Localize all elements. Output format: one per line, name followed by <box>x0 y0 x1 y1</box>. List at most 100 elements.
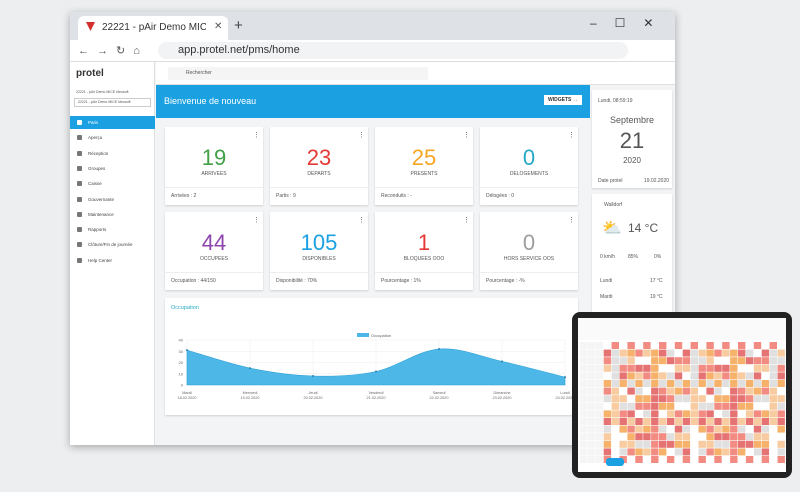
tablet-cell <box>643 395 651 403</box>
tablet-cell <box>769 372 777 380</box>
tile-menu[interactable]: ⋮ <box>568 217 575 224</box>
divider <box>165 272 263 273</box>
tablet-cell <box>587 402 596 410</box>
tablet-cell <box>698 418 706 425</box>
tile-menu[interactable]: ⋮ <box>253 132 260 139</box>
y-tick-label: 20 <box>179 360 184 365</box>
tablet-cell <box>698 448 706 456</box>
nav-icon <box>77 120 82 125</box>
nav-item[interactable]: Caisse <box>70 177 155 190</box>
tile-footer: Partis : 9 <box>276 193 296 199</box>
tablet-cell <box>730 349 738 357</box>
tablet-cell <box>659 395 667 403</box>
new-tab[interactable]: + <box>234 17 243 34</box>
tablet-cell <box>769 448 777 456</box>
tablet-button <box>606 458 624 466</box>
tablet-cell <box>666 440 675 448</box>
nav-item[interactable]: Maintenance <box>70 208 155 221</box>
tablet-cell <box>595 387 604 395</box>
tablet-cell <box>690 448 698 456</box>
tablet-cell <box>619 342 627 349</box>
tablet-cell <box>769 433 777 441</box>
tile-footer: Occupation : 44/150 <box>171 278 216 284</box>
tablet-cell <box>627 349 635 357</box>
nav-buttons[interactable]: ←→↻⌂ <box>78 45 148 57</box>
tile-menu[interactable]: ⋮ <box>358 132 365 139</box>
tablet-cell <box>619 357 627 365</box>
tablet-cell <box>698 387 706 395</box>
tile-menu[interactable]: ⋮ <box>253 217 260 224</box>
property-selector[interactable]: 22221 - pAir Demo MICE Ideosoft <box>74 98 151 107</box>
tablet-cell <box>659 425 667 433</box>
tablet-cell <box>666 425 675 433</box>
tablet-cell <box>627 395 635 403</box>
tablet-cell <box>738 418 746 425</box>
search[interactable]: Rechercher <box>168 67 428 80</box>
tablet-header <box>578 318 786 340</box>
address-bar[interactable]: app.protel.net/pms/home <box>158 42 628 59</box>
tablet-cell <box>714 387 722 395</box>
tablet-cell <box>738 380 746 387</box>
tile-menu[interactable]: ⋮ <box>463 132 470 139</box>
nav-item[interactable]: Paris <box>70 116 155 129</box>
nav-item[interactable]: Help Center <box>70 254 155 267</box>
tablet-cell <box>619 402 627 410</box>
tablet-cell <box>777 342 785 349</box>
tablet-cell <box>682 402 691 410</box>
tile-menu[interactable]: ⋮ <box>358 217 365 224</box>
nav-label: Clôture/Fin de journée <box>88 242 133 248</box>
nav-item[interactable]: Gouvernante <box>70 193 155 206</box>
tablet-cell <box>722 418 730 425</box>
tablet-cell <box>674 380 683 387</box>
tablet-cell <box>682 456 691 463</box>
tablet-cell <box>777 402 785 410</box>
tile-footer: Arrivées : 2 <box>171 193 197 199</box>
tablet-cell <box>722 395 730 403</box>
tablet-cell <box>777 425 785 433</box>
tablet-cell <box>682 395 691 403</box>
tablet-cell <box>738 456 746 463</box>
tablet-cell <box>769 357 777 365</box>
tablet-cell <box>745 433 754 441</box>
tile-menu[interactable]: ⋮ <box>568 132 575 139</box>
nav-item[interactable]: Groupes <box>70 162 155 175</box>
tablet-cell <box>745 387 754 395</box>
widgets-button[interactable]: WIDGETS → <box>544 95 582 105</box>
tile-menu[interactable]: ⋮ <box>463 217 470 224</box>
tablet-cell <box>722 380 730 387</box>
tablet-cell <box>730 364 738 372</box>
tablet-cell <box>587 410 596 418</box>
tablet-cell <box>603 440 612 448</box>
tab-close[interactable]: ✕ <box>214 21 223 32</box>
tablet-cell <box>643 433 651 441</box>
tablet-cell <box>753 387 762 395</box>
tablet-cell <box>698 380 706 387</box>
window-controls[interactable]: –☐✕ <box>590 16 672 30</box>
tablet-cell <box>682 448 691 456</box>
tablet-cell <box>714 372 722 380</box>
tablet-cell <box>635 342 643 349</box>
humidity: 85% <box>628 254 639 260</box>
topbar: Rechercher <box>156 62 675 85</box>
nav-item[interactable]: Rapports <box>70 223 155 236</box>
tablet-cell <box>666 342 675 349</box>
tablet-cell <box>706 440 714 448</box>
selector-text: 22221 - pAir Demo MICE Ideosoft <box>78 100 131 104</box>
nav-item[interactable]: Réception <box>70 147 155 160</box>
tab[interactable]: 22221 - pAir Demo MICE Ideosoft ✕ <box>78 16 228 40</box>
nav-item[interactable]: Aperçu <box>70 131 155 144</box>
tablet-cell <box>580 395 588 403</box>
tablet-cell <box>651 440 659 448</box>
tablet-cell <box>611 418 619 425</box>
tablet-cell <box>753 380 762 387</box>
day: 21 <box>619 128 645 153</box>
x-tick-date: 18.02.2020 <box>177 396 196 400</box>
tablet-cell <box>690 410 698 418</box>
divider <box>480 272 578 273</box>
tablet-cell <box>753 372 762 380</box>
tablet-cell <box>730 372 738 380</box>
nav-item[interactable]: Clôture/Fin de journée <box>70 238 155 251</box>
tablet-cell <box>666 410 675 418</box>
point <box>186 349 188 352</box>
tablet-cell <box>753 349 762 357</box>
